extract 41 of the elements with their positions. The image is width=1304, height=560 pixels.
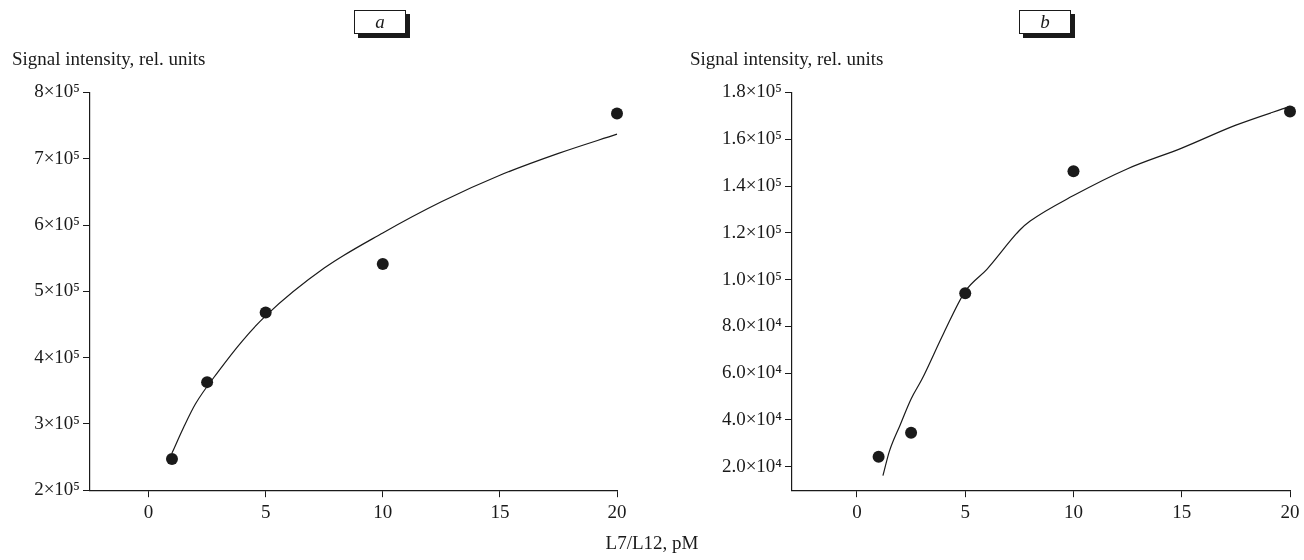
x-tick-label: 15: [1172, 500, 1192, 522]
y-tick-label: 7×10⁵: [34, 146, 80, 168]
point: [959, 287, 972, 300]
y-tick-label: 4.0×10⁴: [721, 407, 783, 429]
y-tick-label: 8×10⁵: [34, 80, 80, 102]
point: [611, 107, 623, 120]
y-tick-label: 6.0×10⁴: [721, 361, 783, 383]
point: [872, 450, 885, 463]
y-axis-title: Signal intensity, rel. units: [690, 48, 884, 70]
point: [1284, 105, 1296, 118]
chart-title: b: [1019, 10, 1071, 34]
point: [201, 376, 214, 389]
y-tick-label: 1.0×10⁵: [721, 267, 782, 289]
point: [905, 426, 918, 439]
x-tick-label: 0: [143, 500, 154, 522]
x-tick-label: 10: [1063, 500, 1083, 522]
x-tick-label: 5: [260, 500, 271, 522]
y-tick-label: 1.2×10⁵: [721, 220, 782, 242]
chart-title: a: [354, 10, 406, 34]
y-tick-label: 8.0×10⁴: [721, 314, 783, 336]
y-tick-label: 2×10⁵: [34, 478, 80, 500]
point: [376, 258, 389, 271]
y-tick-label: 4×10⁵: [34, 345, 80, 367]
y-axis-title: Signal intensity, rel. units: [12, 48, 206, 70]
y-tick-label: 1.4×10⁵: [721, 173, 782, 195]
x-tick-label: 20: [607, 500, 627, 522]
x-tick-label: 15: [490, 500, 510, 522]
point: [259, 306, 272, 319]
x-tick-label: 10: [373, 500, 393, 522]
x-tick-label: 20: [1280, 500, 1300, 522]
y-tick-label: 1.8×10⁵: [721, 80, 782, 102]
x-axis-title: L7/L12, pM: [604, 532, 700, 554]
y-tick-label: 3×10⁵: [34, 411, 80, 433]
x-tick-label: 5: [960, 500, 970, 522]
y-tick-label: 6×10⁵: [34, 212, 80, 234]
x-tick-label: 0: [852, 500, 862, 522]
point: [1067, 165, 1080, 178]
y-tick-label: 2.0×10⁴: [721, 454, 783, 476]
y-tick-label: 1.6×10⁵: [721, 127, 782, 149]
point: [165, 453, 178, 466]
y-tick-label: 5×10⁵: [34, 279, 80, 301]
